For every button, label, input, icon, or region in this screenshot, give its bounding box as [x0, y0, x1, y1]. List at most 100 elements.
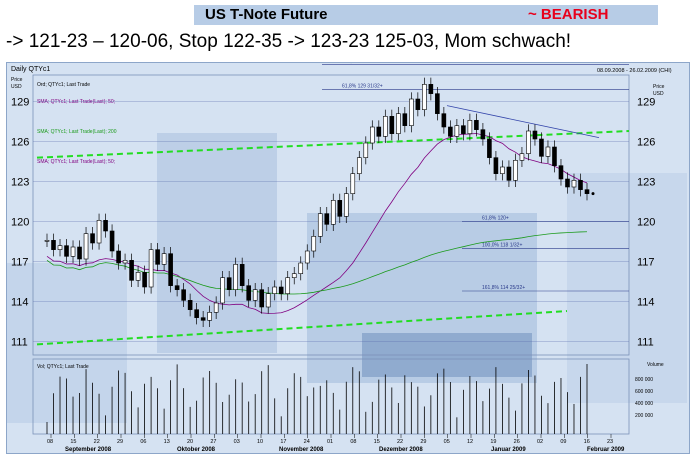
candle-body — [142, 272, 147, 288]
bg-building — [567, 173, 687, 403]
x-tick-label: 08 — [47, 439, 53, 445]
y-tick-label-right: 123 — [637, 177, 655, 189]
candle-body — [480, 129, 486, 140]
chart-frame: Daily QTYc1 08.09.2008 - 26.02.2009 (CHI… — [6, 62, 690, 454]
candle-body — [539, 138, 544, 157]
x-tick-label: 29 — [420, 439, 426, 445]
price-unit-left: Price — [11, 77, 23, 83]
fib-level-label: 61,8% 120+ — [482, 216, 509, 222]
y-tick-label-right: 111 — [637, 337, 654, 349]
candle-body — [122, 260, 128, 264]
legend-entry: SMA; QTYc1; Last Trade(Last); 200 — [37, 129, 117, 135]
price-unit-left: USD — [11, 84, 22, 90]
fib-level-label: 161,8% 114 25/32+ — [482, 285, 525, 291]
x-tick-label: 13 — [164, 439, 170, 445]
x-tick-label: 05 — [444, 439, 450, 445]
candle-body — [474, 120, 479, 130]
candle-body — [435, 93, 440, 114]
candlestick-chart: Daily QTYc1 08.09.2008 - 26.02.2009 (CHI… — [7, 63, 689, 453]
month-label: Oktober 2008 — [177, 447, 216, 453]
candle-body — [226, 277, 232, 290]
candle-body — [584, 189, 590, 194]
candle-body — [461, 125, 466, 134]
y-tick-label-left: 126 — [11, 137, 29, 149]
y-tick-label-left: 129 — [11, 97, 29, 109]
volume-tick-label: 200 000 — [635, 413, 653, 419]
candle-body — [259, 289, 264, 308]
candle-body — [317, 213, 323, 237]
x-tick-label: 22 — [94, 439, 100, 445]
candle-body — [487, 138, 492, 158]
volume-tick-label: 600 000 — [635, 389, 653, 395]
volume-tick-label: 400 000 — [635, 401, 653, 407]
x-tick-label: 23 — [607, 439, 613, 445]
candle-body — [304, 250, 310, 264]
x-tick-label: 10 — [257, 439, 263, 445]
candle-body — [265, 293, 271, 308]
y-tick-label-left: 111 — [11, 337, 28, 349]
candle-body — [415, 98, 421, 110]
x-tick-label: 06 — [140, 439, 146, 445]
candle-body — [330, 200, 336, 225]
x-tick-label: 26 — [514, 439, 520, 445]
candle-body — [148, 249, 154, 288]
candle-body — [200, 317, 206, 321]
candle-body — [116, 250, 121, 264]
candle-body — [51, 240, 56, 250]
x-tick-label: 19 — [490, 439, 496, 445]
title-banner — [194, 5, 658, 25]
candle-body — [428, 84, 434, 94]
last-price-marker — [591, 192, 595, 196]
candle-body — [343, 193, 349, 217]
candle-body — [565, 178, 570, 188]
candle-body — [239, 264, 245, 286]
price-unit-right: USD — [653, 91, 664, 97]
candle-body — [350, 173, 356, 194]
sma-200-line — [46, 231, 588, 295]
fib-level-label: 61,8% 129 31/32+ — [342, 84, 383, 90]
x-tick-label: 22 — [397, 439, 403, 445]
candle-body — [252, 289, 258, 301]
sma-50-line — [46, 133, 588, 314]
candle-body — [396, 113, 401, 134]
candle-body — [409, 98, 414, 126]
candle-body — [454, 125, 460, 137]
trendline-lower — [36, 310, 568, 346]
candle-body — [441, 113, 447, 128]
candle-body — [246, 285, 251, 301]
candle-body — [207, 312, 212, 321]
candle-body — [578, 180, 583, 190]
candle-body — [109, 230, 115, 252]
candle-body — [233, 264, 238, 290]
fib-level-label: 100,0% 118 1/32+ — [482, 242, 522, 248]
candle-body — [363, 142, 369, 158]
x-tick-label: 02 — [537, 439, 543, 445]
candle-body — [57, 245, 63, 250]
candle-body — [278, 286, 284, 294]
candle-body — [558, 165, 564, 180]
trendline-resistance — [446, 105, 600, 139]
chart-title: US T-Note Future — [205, 6, 328, 23]
price-panel — [32, 74, 630, 356]
candle-body — [337, 200, 343, 217]
y-tick-label-right: 114 — [637, 297, 655, 309]
candle-body — [70, 246, 76, 257]
x-tick-label: 20 — [187, 439, 193, 445]
candle-body — [519, 153, 525, 161]
candle-body — [532, 130, 538, 140]
candle-body — [103, 220, 108, 232]
candle-body — [155, 249, 160, 265]
y-tick-label-right: 117 — [637, 257, 655, 269]
candle-body — [311, 236, 317, 252]
candle-body — [356, 157, 362, 174]
y-tick-label-right: 126 — [637, 137, 655, 149]
candle-body — [64, 245, 69, 257]
legend-entry: SMA; QTYc1; Last Trade(Last); 50; — [37, 159, 115, 165]
price-unit-right: Price — [653, 84, 665, 90]
volume-series-label: Vol; QTYc1; Last Trade — [37, 364, 89, 370]
candle-body — [272, 286, 278, 294]
candle-body — [187, 300, 193, 310]
candle-body — [513, 160, 518, 181]
month-label: Februar 2009 — [587, 447, 625, 453]
candle-body — [129, 260, 134, 281]
